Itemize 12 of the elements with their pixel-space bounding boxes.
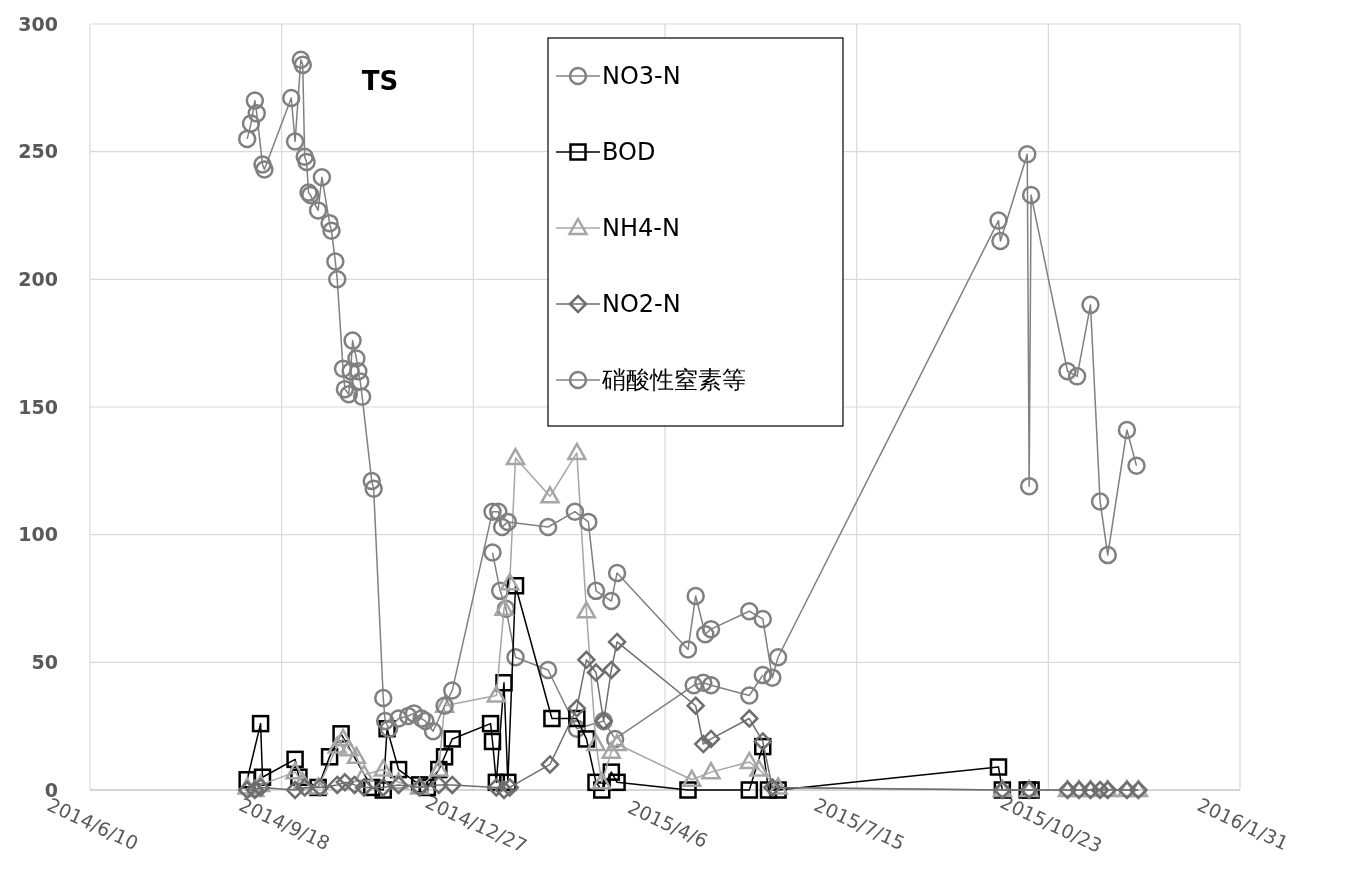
y-tick-label: 50 bbox=[31, 650, 58, 673]
legend-label: NH4-N bbox=[602, 214, 680, 243]
legend-label: NO2-N bbox=[602, 290, 681, 319]
y-tick-label: 150 bbox=[18, 395, 58, 418]
y-tick-label: 300 bbox=[18, 12, 58, 35]
y-tick-label: 200 bbox=[18, 267, 58, 290]
legend-label: NO3-N bbox=[602, 62, 681, 91]
legend-label: 硝酸性窒素等 bbox=[601, 366, 746, 395]
y-tick-label: 250 bbox=[18, 140, 58, 163]
legend-label: BOD bbox=[602, 138, 656, 167]
y-tick-label: 100 bbox=[18, 523, 58, 546]
text: TS bbox=[361, 66, 399, 96]
